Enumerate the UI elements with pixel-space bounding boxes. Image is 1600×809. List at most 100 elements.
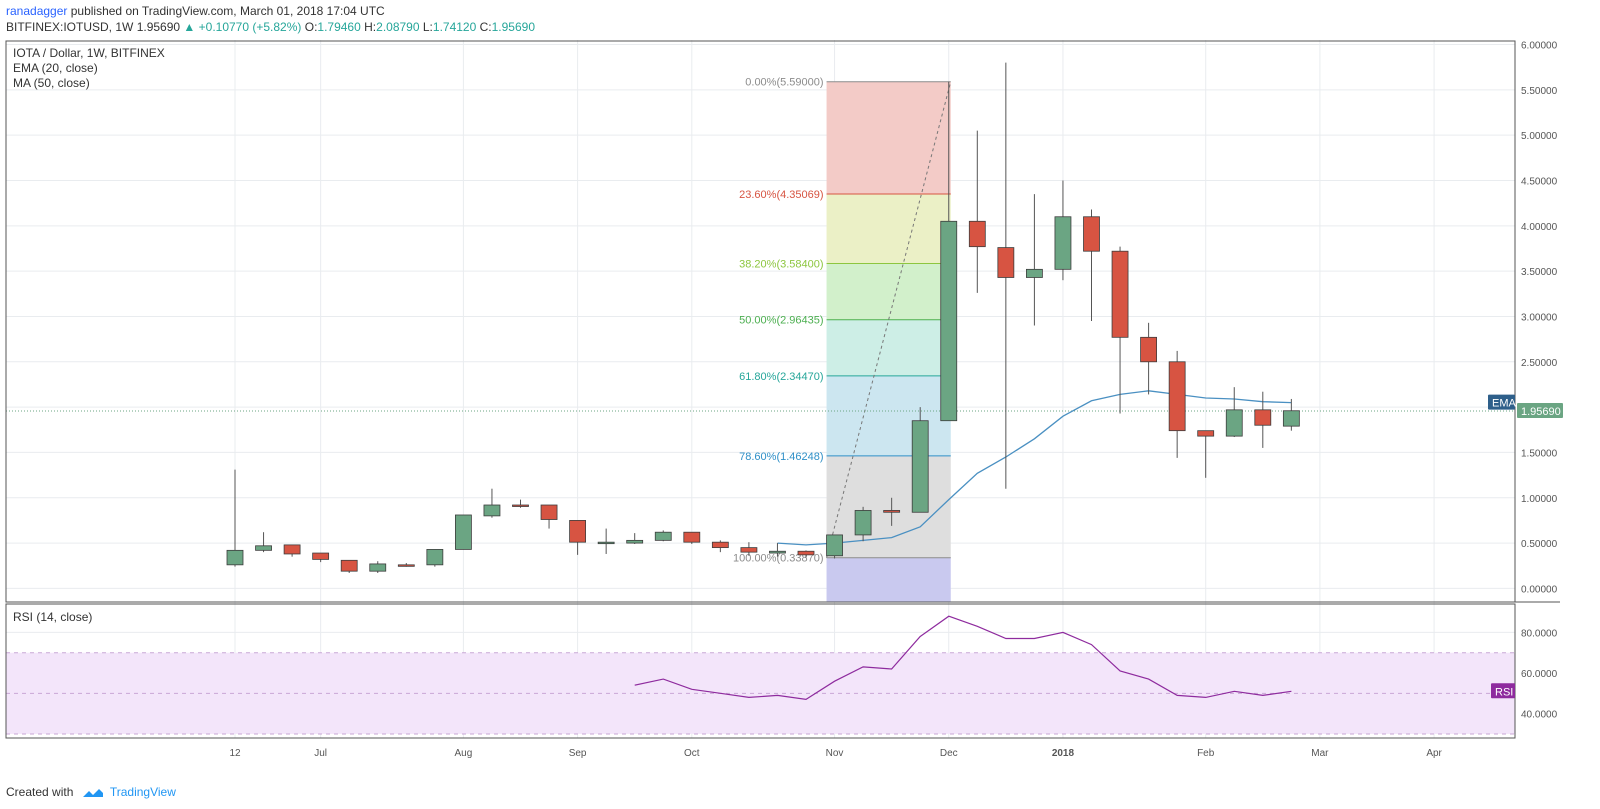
chart-header: ranadagger published on TradingView.com,… xyxy=(0,0,1600,40)
legend-ema: EMA (20, close) xyxy=(13,61,98,75)
candle-body xyxy=(797,550,815,556)
open-value: 1.79460 xyxy=(317,20,361,34)
candle xyxy=(226,469,244,567)
candle-body xyxy=(769,550,786,554)
candle-body xyxy=(997,247,1015,278)
candle xyxy=(1225,387,1243,438)
candle-body xyxy=(654,531,672,541)
candle-body xyxy=(1254,409,1272,426)
price-tick-label: 3.00000 xyxy=(1521,312,1558,323)
candle xyxy=(340,559,358,573)
fib-zone xyxy=(826,557,951,602)
legend-title: IOTA / Dollar, 1W, BITFINEX xyxy=(13,46,165,60)
rsi-line xyxy=(634,615,1292,701)
time-tick-label: Aug xyxy=(455,748,473,759)
price-badge-bg xyxy=(1517,403,1563,419)
fib-level-label: 78.60%(1.46248) xyxy=(739,451,823,463)
price-badge: 1.95690 xyxy=(1521,406,1561,418)
fib-level-label: 100.00%(0.33870) xyxy=(733,553,824,565)
candle-body xyxy=(940,220,958,422)
high-value: 2.08790 xyxy=(376,20,420,34)
legend-ma: MA (50, close) xyxy=(13,76,90,90)
chart-frame xyxy=(5,40,1560,739)
ema-badge: EMA xyxy=(1492,398,1517,410)
candle xyxy=(654,530,672,542)
fib-level-label: 0.00%(5.59000) xyxy=(745,77,823,89)
candle-body xyxy=(911,420,929,513)
fib-level-label: 23.60%(4.35069) xyxy=(739,189,823,201)
time-tick-label: Sep xyxy=(569,748,587,759)
candle-body xyxy=(540,504,558,520)
candle xyxy=(483,488,501,518)
candle xyxy=(397,563,415,567)
author-link[interactable]: ranadagger xyxy=(6,4,68,18)
candle-body xyxy=(1054,216,1072,270)
candle-body xyxy=(312,552,330,560)
footer: Created with TradingView xyxy=(6,785,176,799)
candle-body xyxy=(597,541,615,545)
candle-body xyxy=(283,544,301,555)
last-price: 1.95690 xyxy=(136,20,181,34)
time-tick-label: Feb xyxy=(1197,748,1215,759)
price-change: ▲ +0.10770 (+5.82%) xyxy=(183,20,302,34)
candle-body xyxy=(1225,409,1243,437)
candle xyxy=(826,534,843,559)
close-label: C: xyxy=(479,20,492,34)
candle xyxy=(711,540,729,553)
candle xyxy=(1168,350,1186,458)
candle-body xyxy=(426,549,444,566)
time-tick-label: 2018 xyxy=(1052,748,1075,759)
fib-level-label: 61.80%(2.34470) xyxy=(739,371,823,383)
created-with: Created with xyxy=(6,785,74,799)
candle xyxy=(968,130,986,293)
chart-canvas[interactable]: 0.00%(5.59000) 23.60%(4.35069) 38.20%(3.58… xyxy=(0,40,1600,770)
rsi-badge-bg xyxy=(1491,683,1515,699)
candle-body xyxy=(883,510,901,513)
price-badges: EMA 1.95690 RSI xyxy=(1488,394,1563,699)
candle xyxy=(255,532,272,553)
close-value: 1.95690 xyxy=(491,20,536,34)
low-label: L: xyxy=(422,20,433,34)
candle-body xyxy=(512,504,529,507)
time-tick-label: Oct xyxy=(684,748,700,759)
candle xyxy=(1083,209,1100,321)
candle-body xyxy=(968,220,986,248)
time-tick-label: Dec xyxy=(940,748,958,759)
candle xyxy=(997,62,1015,489)
candle-body xyxy=(340,559,358,572)
fib-zone xyxy=(826,455,951,558)
price-tick-label: 4.50000 xyxy=(1521,177,1558,188)
high-label: H: xyxy=(364,20,377,34)
publish-line: ranadagger published on TradingView.com,… xyxy=(6,4,385,18)
time-tick-label: Apr xyxy=(1426,748,1442,759)
rsi-badge: RSI xyxy=(1495,686,1513,698)
time-tick-label: Nov xyxy=(826,748,844,759)
tradingview-link[interactable]: TradingView xyxy=(109,785,176,799)
fib-zone xyxy=(826,81,951,195)
candle xyxy=(740,542,758,556)
candle xyxy=(1282,398,1300,431)
candle xyxy=(911,407,929,513)
price-tick-label: 1.50000 xyxy=(1521,448,1558,459)
candle-body xyxy=(1083,216,1100,252)
fibonacci-retracement: 0.00%(5.59000) 23.60%(4.35069) 38.20%(3.58… xyxy=(733,77,952,602)
fib-level-label: 50.00%(2.96435) xyxy=(739,315,823,327)
rsi-tick-label: 40.0000 xyxy=(1521,710,1558,721)
publish-info: published on TradingView.com, March 01, … xyxy=(70,4,385,18)
fib-level-label: 38.20%(3.58400) xyxy=(739,259,823,271)
fib-trend-line xyxy=(826,81,952,558)
rsi-band xyxy=(6,652,1515,735)
candle-body xyxy=(626,539,644,544)
candle xyxy=(1054,180,1072,281)
low-value: 1.74120 xyxy=(432,20,477,34)
candle xyxy=(1254,391,1272,448)
price-tick-label: 2.50000 xyxy=(1521,358,1558,369)
price-tick-label: 5.50000 xyxy=(1521,86,1558,97)
price-tick-label: 0.50000 xyxy=(1521,539,1558,550)
candle-body xyxy=(397,564,415,567)
candle-body xyxy=(454,514,472,550)
fib-zone xyxy=(826,375,951,456)
candle xyxy=(540,504,558,529)
candle xyxy=(797,550,815,558)
price-tick-label: 1.00000 xyxy=(1521,494,1558,505)
